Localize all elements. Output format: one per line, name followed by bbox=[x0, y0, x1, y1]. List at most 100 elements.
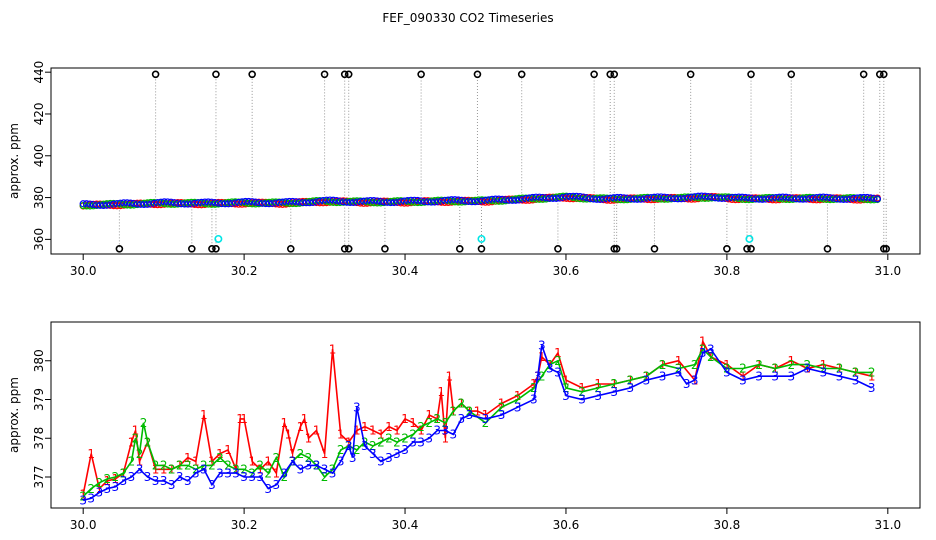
baseline-point bbox=[481, 196, 489, 205]
baseline-point bbox=[640, 195, 648, 203]
series-point-label: 2 bbox=[240, 462, 248, 476]
baseline-point bbox=[576, 195, 584, 203]
baseline-point bbox=[809, 194, 817, 202]
series-point-label: 2 bbox=[836, 362, 844, 376]
baseline-point bbox=[106, 201, 114, 209]
series-point-label: 2 bbox=[297, 447, 305, 461]
series-point-label: 1 bbox=[787, 354, 795, 368]
series-point-label: 1 bbox=[498, 397, 506, 411]
baseline-point bbox=[870, 194, 878, 202]
baseline-point bbox=[214, 199, 222, 207]
series-point-label: 3 bbox=[305, 459, 313, 473]
baseline-point bbox=[643, 194, 652, 202]
x-tick-label: 30.4 bbox=[392, 264, 419, 278]
series-point-label: 3 bbox=[264, 482, 272, 496]
baseline-point bbox=[468, 198, 476, 206]
series-point-label: 3 bbox=[232, 466, 240, 480]
series-point-label: 2 bbox=[256, 459, 264, 473]
baseline-point bbox=[150, 199, 158, 207]
series-point-label: 3 bbox=[787, 369, 795, 383]
series-point-label: 3 bbox=[425, 431, 433, 445]
baseline-point bbox=[258, 199, 266, 207]
series-point-label: 1 bbox=[868, 369, 876, 383]
series-point-label: 1 bbox=[236, 412, 244, 426]
baseline-points bbox=[79, 192, 881, 210]
baseline-point bbox=[768, 194, 777, 202]
baseline-point bbox=[383, 198, 391, 206]
series-point-label: 3 bbox=[755, 369, 763, 383]
baseline-point bbox=[802, 195, 810, 203]
series-point-label: 2 bbox=[208, 459, 216, 473]
series-point-label: 1 bbox=[554, 346, 562, 360]
series-point-label: 2 bbox=[305, 451, 313, 465]
series-point-label: 3 bbox=[433, 424, 441, 438]
outlier-low-point bbox=[610, 244, 619, 253]
series-point-label: 1 bbox=[417, 424, 425, 438]
series-point-label: 1 bbox=[345, 435, 353, 449]
series-point-label: 3 bbox=[441, 424, 449, 438]
series-point-label: 3 bbox=[707, 342, 715, 356]
series-point-label: 3 bbox=[691, 373, 699, 387]
series-point-label: 1 bbox=[482, 408, 490, 422]
series-point-label: 3 bbox=[675, 366, 683, 380]
outlier-low-point bbox=[381, 244, 389, 253]
baseline-point bbox=[792, 195, 800, 203]
y-tick-label: 440 bbox=[32, 61, 46, 84]
outlier-high-point bbox=[606, 70, 615, 79]
baseline-point bbox=[268, 199, 277, 208]
series-point-label: 1 bbox=[301, 412, 309, 426]
series-point-label: 2 bbox=[104, 472, 112, 486]
series-point-label: 3 bbox=[409, 435, 417, 449]
baseline-point bbox=[299, 198, 307, 207]
baseline-point bbox=[660, 195, 669, 203]
series-point-label: 1 bbox=[675, 354, 683, 368]
series-point-label: 1 bbox=[248, 455, 256, 469]
baseline-point bbox=[93, 201, 101, 209]
outlier-high-point bbox=[417, 70, 425, 79]
series-point-label: 1 bbox=[208, 455, 216, 469]
baseline-point bbox=[434, 198, 442, 206]
baseline-point bbox=[545, 194, 554, 202]
series-point-label: 2 bbox=[248, 466, 256, 480]
bottom-panel: 30.0 30.2 30.4 30.6 30.8 31.0 377 378 379 380 appr… bbox=[7, 321, 921, 532]
baseline-point bbox=[559, 193, 567, 202]
outlier-low-point bbox=[188, 244, 196, 253]
series-point-label: 3 bbox=[95, 486, 103, 500]
series-point-label: 1 bbox=[530, 377, 538, 391]
series-point-label: 2 bbox=[200, 459, 208, 473]
series-point-label: 3 bbox=[256, 470, 264, 484]
series-point-label: 2 bbox=[699, 342, 707, 356]
outlier-high-point bbox=[875, 70, 884, 79]
series-point-label: 2 bbox=[538, 369, 546, 383]
series-point-label: 2 bbox=[723, 362, 731, 376]
series-point-label: 3 bbox=[297, 462, 305, 476]
baseline-point bbox=[133, 200, 141, 208]
baseline-point bbox=[596, 195, 604, 203]
series-point-label: 3 bbox=[128, 470, 136, 484]
series-point-label: 3 bbox=[385, 451, 393, 465]
outlier-high-point bbox=[320, 70, 329, 79]
series-point-label: 1 bbox=[820, 358, 828, 372]
outlier-high-point bbox=[248, 70, 256, 79]
series-point-label: 2 bbox=[643, 369, 651, 383]
baseline-point bbox=[437, 197, 446, 205]
series-point-label: 1 bbox=[699, 335, 707, 349]
cyan-point bbox=[214, 234, 223, 243]
series-point-label: 2 bbox=[281, 470, 289, 484]
outlier-high-point bbox=[590, 70, 598, 79]
baseline-point bbox=[248, 200, 256, 208]
series-point-label: 2 bbox=[820, 362, 828, 376]
series-point-label: 2 bbox=[433, 412, 441, 426]
baseline-point bbox=[633, 195, 642, 203]
series-point-label: 1 bbox=[240, 412, 248, 426]
series-point-label: 2 bbox=[95, 476, 103, 490]
baseline-point bbox=[380, 198, 388, 206]
outlier-low-point bbox=[455, 244, 464, 253]
y-tick-label: 378 bbox=[32, 427, 46, 450]
baseline-point bbox=[272, 199, 280, 207]
series-point-label: 1 bbox=[104, 474, 112, 488]
baseline-point bbox=[839, 195, 848, 203]
baseline-point bbox=[478, 197, 486, 205]
outlier-low-point bbox=[554, 244, 562, 253]
baseline-point bbox=[630, 195, 638, 203]
